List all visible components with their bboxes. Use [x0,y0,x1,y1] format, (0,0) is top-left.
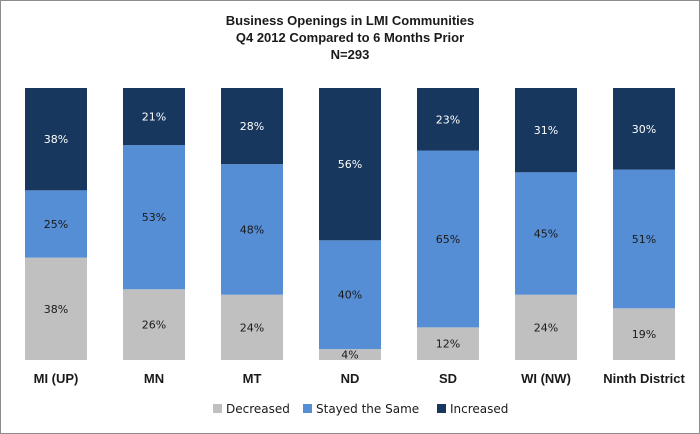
data-label-wi-nw-stayed-the-same: 45% [534,228,558,241]
data-label-mn-decreased: 26% [142,319,166,332]
x-tick-label-mi-up: MI (UP) [34,371,79,386]
data-label-mn-increased: 21% [142,111,166,124]
data-label-mi-up-decreased: 38% [44,303,68,316]
data-label-mt-increased: 28% [240,120,264,133]
data-label-nd-decreased: 4% [341,349,358,362]
data-label-ninth-district-decreased: 19% [632,328,656,341]
data-label-sd-stayed-the-same: 65% [436,233,460,246]
legend-swatch-increased [437,404,446,413]
data-label-ninth-district-stayed-the-same: 51% [632,233,656,246]
data-label-mi-up-stayed-the-same: 25% [44,218,68,231]
x-tick-label-mn: MN [144,371,164,386]
chart-svg: Business Openings in LMI Communities Q4 … [1,1,699,433]
legend-swatch-decreased [213,404,222,413]
legend: Decreased Stayed the Same Increased [213,402,508,416]
data-label-sd-increased: 23% [436,113,460,126]
legend-swatch-stayed-the-same [303,404,312,413]
chart-frame: Business Openings in LMI Communities Q4 … [0,0,700,434]
x-tick-label-wi-nw: WI (NW) [521,371,571,386]
chart-title-line-1: Business Openings in LMI Communities [226,13,474,28]
legend-label-increased: Increased [450,402,508,416]
data-label-wi-nw-increased: 31% [534,124,558,137]
data-label-wi-nw-decreased: 24% [534,321,558,334]
chart-title-line-2: Q4 2012 Compared to 6 Months Prior [236,30,464,45]
data-label-nd-increased: 56% [338,158,362,171]
chart-title: Business Openings in LMI Communities Q4 … [226,13,474,62]
data-label-mn-stayed-the-same: 53% [142,211,166,224]
bars-group [25,88,675,360]
data-label-mi-up-increased: 38% [44,133,68,146]
legend-label-decreased: Decreased [226,402,290,416]
data-label-ninth-district-increased: 30% [632,123,656,136]
x-tick-label-sd: SD [439,371,457,386]
x-tick-label-nd: ND [341,371,360,386]
data-label-mt-decreased: 24% [240,321,264,334]
data-label-nd-stayed-the-same: 40% [338,289,362,302]
category-labels-group: MI (UP) MN MT ND SD WI (NW) Ninth District [34,371,686,386]
x-tick-label-mt: MT [243,371,262,386]
x-tick-label-ninth-district: Ninth District [603,371,685,386]
chart-title-line-3: N=293 [331,47,370,62]
data-label-mt-stayed-the-same: 48% [240,223,264,236]
legend-label-stayed-the-same: Stayed the Same [316,402,419,416]
data-label-sd-decreased: 12% [436,338,460,351]
